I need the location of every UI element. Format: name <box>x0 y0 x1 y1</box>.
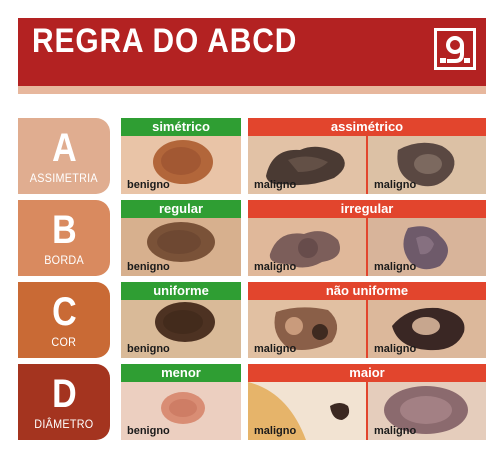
malignant-caption-c1: maligno <box>254 343 297 355</box>
letter-c: C <box>51 289 77 334</box>
malignant-mole-photo-d2: maligno <box>368 382 486 440</box>
letter-label-cor: COR <box>51 334 77 349</box>
benign-label-a: simétrico <box>121 118 241 136</box>
letter-label-borda: BORDA <box>44 252 84 267</box>
malignant-mole-photo-a1: maligno <box>248 136 366 194</box>
letter-box-a: A ASSIMETRIA <box>18 118 110 194</box>
malignant-caption-a1: maligno <box>254 179 297 191</box>
malignant-caption-b2: maligno <box>374 261 417 273</box>
row-diametro: D DIÂMETRO menor benigno maior maligno <box>18 364 486 440</box>
malignant-label-a: assimétrico <box>330 119 404 134</box>
malignant-mole-photo-c2: maligno <box>368 300 486 358</box>
benign-caption-c: benigno <box>127 343 170 355</box>
malignant-label-d: maior <box>349 365 385 380</box>
benign-mole-photo-b: benigno <box>121 218 241 276</box>
letter-box-c: C COR <box>18 282 110 358</box>
letter-label-assimetria: ASSIMETRIA <box>29 170 99 185</box>
letter-a: A <box>51 125 77 170</box>
malignant-mole-photo-b2: maligno <box>368 218 486 276</box>
benign-label-c: uniforme <box>121 282 241 300</box>
letter-box-b: B BORDA <box>18 200 110 276</box>
malignant-caption-c2: maligno <box>374 343 417 355</box>
benign-label-d: menor <box>121 364 241 382</box>
malignant-caption-b1: maligno <box>254 261 297 273</box>
malignant-cell-d: maior maligno maligno <box>248 364 486 440</box>
benign-caption-d: benigno <box>127 425 170 437</box>
malignant-mole-photo-b1: maligno <box>248 218 366 276</box>
row-assimetria: A ASSIMETRIA simétrico benigno assimétri… <box>18 118 486 194</box>
benign-cell-b: regular benigno <box>121 200 241 276</box>
letter-label-diametro: DIÂMETRO <box>34 416 94 431</box>
benign-cell-d: menor benigno <box>121 364 241 440</box>
row-borda: B BORDA regular benigno irregular malign… <box>18 200 486 276</box>
malignant-cell-c: não uniforme maligno maligno <box>248 282 486 358</box>
malignant-mole-photo-d1: maligno <box>248 382 366 440</box>
page-title: REGRA DO ABCD <box>32 22 298 60</box>
malignant-caption-a2: maligno <box>374 179 417 191</box>
benign-caption-a: benigno <box>127 179 170 191</box>
malignant-cell-b: irregular maligno maligno <box>248 200 486 276</box>
malignant-mole-photo-a2: maligno <box>368 136 486 194</box>
malignant-caption-d2: maligno <box>374 425 417 437</box>
malignant-cell-a: assimétrico maligno maligno <box>248 118 486 194</box>
letter-d: D <box>51 371 77 416</box>
malignant-caption-d1: maligno <box>254 425 297 437</box>
malignant-label-b: irregular <box>340 201 394 216</box>
malignant-mole-photo-c1: maligno <box>248 300 366 358</box>
benign-label-b: regular <box>121 200 241 218</box>
header-stripe <box>18 86 486 94</box>
letter-b: B <box>51 207 77 252</box>
row-cor: C COR uniforme benigno não uniforme mali… <box>18 282 486 358</box>
benign-cell-a: simétrico benigno <box>121 118 241 194</box>
letter-box-d: D DIÂMETRO <box>18 364 110 440</box>
benign-mole-photo-c: benigno <box>121 300 241 358</box>
benign-cell-c: uniforme benigno <box>121 282 241 358</box>
benign-caption-b: benigno <box>127 261 170 273</box>
pharmacy-g-logo-icon <box>434 28 476 70</box>
malignant-label-c: não uniforme <box>325 283 409 298</box>
benign-mole-photo-d: benigno <box>121 382 241 440</box>
header-banner <box>18 18 486 94</box>
benign-mole-photo-a: benigno <box>121 136 241 194</box>
